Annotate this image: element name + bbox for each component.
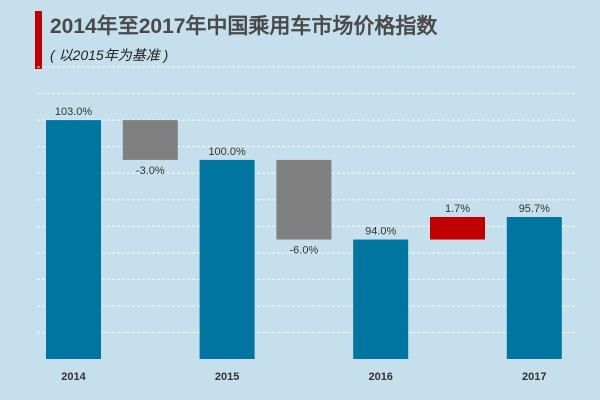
bar-total [506, 216, 562, 359]
x-tick-label: 2014 [61, 371, 86, 383]
title-accent-bar [35, 11, 42, 69]
data-label: -3.0% [136, 165, 165, 177]
bar-decrease [276, 159, 332, 240]
x-tick-label: 2015 [215, 371, 239, 383]
data-label: 1.7% [445, 203, 470, 215]
bar-total [46, 120, 101, 359]
x-tick-label: 2017 [522, 371, 546, 383]
bar-total [353, 239, 409, 359]
x-tick-label: 2016 [368, 371, 392, 383]
data-label: 103.0% [55, 106, 93, 118]
bar-total [199, 159, 255, 359]
bar-decrease [122, 120, 178, 160]
data-label: 95.7% [519, 203, 550, 215]
chart-title: 2014年至2017年中国乘用车市场价格指数 [50, 15, 438, 38]
data-label: 94.0% [365, 226, 396, 238]
data-label: -6.0% [290, 245, 319, 257]
data-label: 100.0% [208, 146, 246, 158]
chart-subtitle: ( 以2015年为基准 ) [50, 47, 169, 63]
bar-increase [430, 216, 485, 240]
